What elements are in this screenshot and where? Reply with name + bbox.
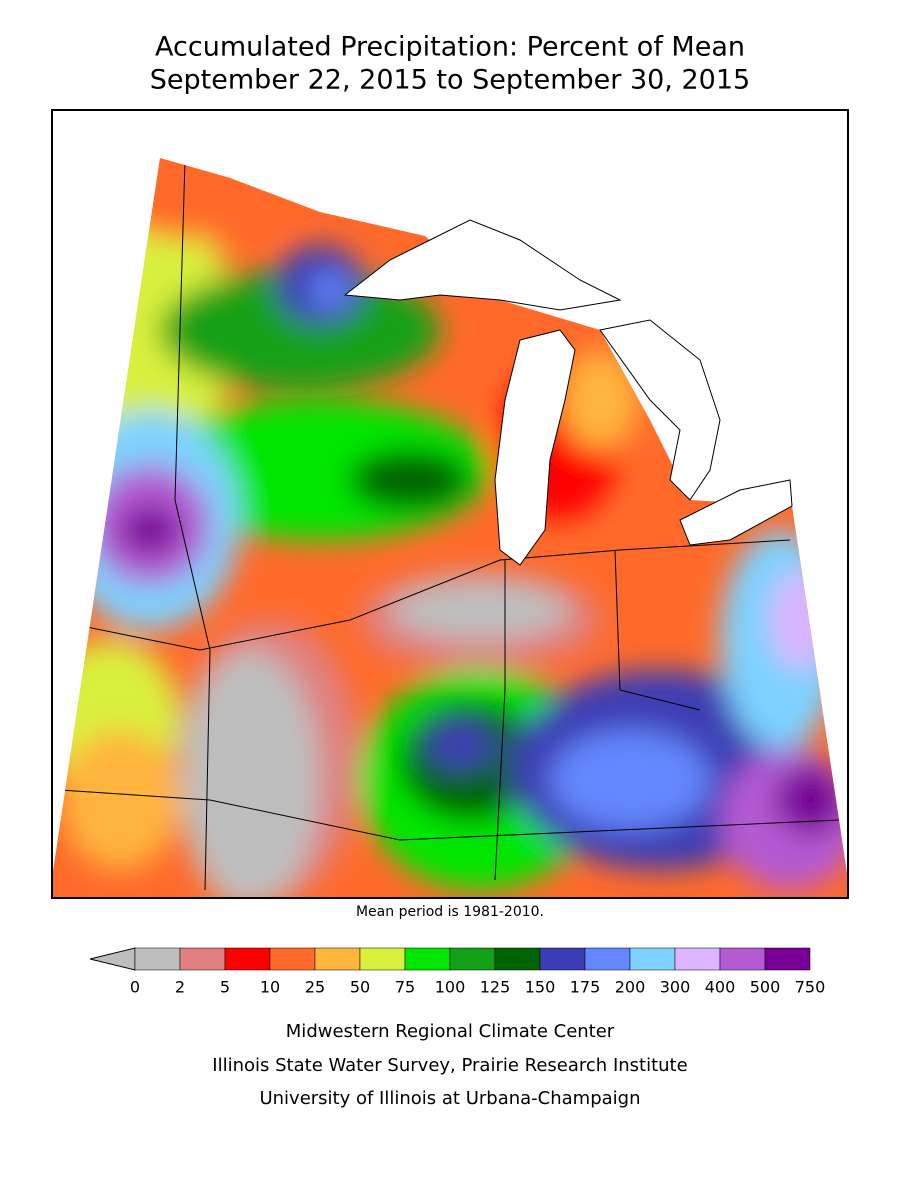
- legend-swatch: [629, 947, 676, 971]
- legend-swatch: [269, 947, 316, 971]
- legend-swatch: [674, 947, 721, 971]
- legend-swatch: [584, 947, 631, 971]
- title: Accumulated Precipitation: Percent of Me…: [155, 32, 745, 63]
- lakes: [343, 219, 793, 566]
- mean-period-note: Mean period is 1981-2010.: [356, 904, 544, 920]
- legend: 0 2 5 10 25 50 75 100 125 150 175 200 300 400 500 750: [130, 947, 826, 997]
- legend-swatch: [224, 947, 271, 971]
- legend-swatch: [539, 947, 586, 971]
- legend-swatch: [314, 947, 361, 971]
- legend-tick-label: 500: [750, 978, 781, 997]
- subtitle: September 22, 2015 to September 30, 2015: [150, 65, 750, 96]
- legend-tick-label: 200: [615, 978, 646, 997]
- legend-tick-label: 100: [435, 978, 466, 997]
- legend-tick-label: 2: [175, 978, 185, 997]
- legend-tick-label: 125: [480, 978, 511, 997]
- legend-swatch: [764, 947, 811, 971]
- legend-swatch: [404, 947, 451, 971]
- legend-arrow: [89, 947, 136, 971]
- legend-swatch: [179, 947, 226, 971]
- legend-tick-label: 750: [795, 978, 826, 997]
- legend-tick-label: 175: [570, 978, 601, 997]
- legend-tick-label: 300: [660, 978, 691, 997]
- legend-tick-label: 400: [705, 978, 736, 997]
- credit: Illinois State Water Survey, Prairie Res…: [212, 1055, 687, 1076]
- credit: University of Illinois at Urbana-Champai…: [259, 1088, 640, 1109]
- legend-tick-label: 10: [260, 978, 280, 997]
- legend-swatch: [719, 947, 766, 971]
- legend-tick-label: 150: [525, 978, 556, 997]
- legend-tick-label: 0: [130, 978, 140, 997]
- legend-tick-label: 25: [305, 978, 325, 997]
- legend-tick-label: 5: [220, 978, 230, 997]
- legend-tick-label: 75: [395, 978, 415, 997]
- legend-swatch: [359, 947, 406, 971]
- map-frame: [51, 109, 849, 899]
- legend-swatch: [134, 947, 181, 971]
- credit: Midwestern Regional Climate Center: [286, 1021, 615, 1042]
- legend-swatch: [449, 947, 496, 971]
- legend-swatch: [494, 947, 541, 971]
- legend-tick-label: 50: [350, 978, 370, 997]
